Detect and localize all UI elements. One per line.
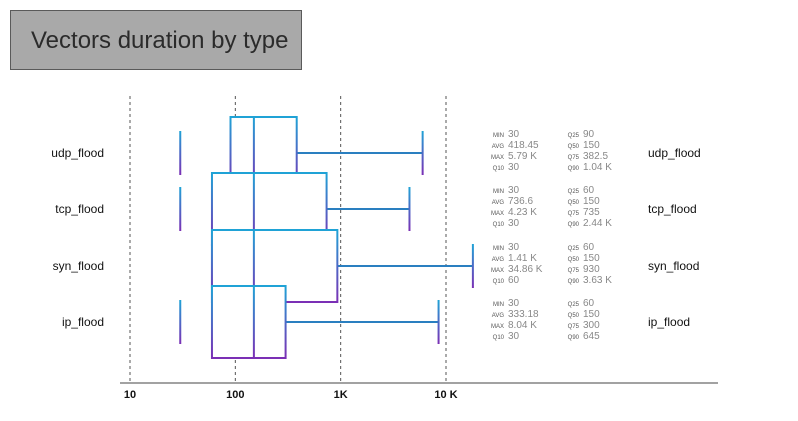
stat-key-q75: Q75 bbox=[568, 155, 580, 161]
stat-value-q25: 90 bbox=[583, 129, 595, 140]
stat-key-min: MIN bbox=[493, 246, 504, 252]
stat-value-avg: 333.18 bbox=[508, 309, 539, 320]
cap-high bbox=[421, 131, 424, 175]
category-label-udp_flood: udp_flood bbox=[51, 146, 104, 160]
stat-value-q50: 150 bbox=[583, 309, 600, 320]
stat-value-q50: 150 bbox=[583, 140, 600, 151]
stat-key-q50: Q50 bbox=[568, 200, 580, 206]
cap-high bbox=[437, 300, 440, 344]
stat-value-q90: 3.63 K bbox=[583, 275, 612, 286]
box-ip_flood bbox=[179, 285, 440, 359]
stat-value-q10: 30 bbox=[508, 218, 520, 229]
stat-value-avg: 418.45 bbox=[508, 140, 539, 151]
median-line bbox=[252, 230, 255, 302]
stat-value-min: 30 bbox=[508, 242, 520, 253]
stat-key-max: MAX bbox=[491, 155, 504, 161]
category-label-right-ip_flood: ip_flood bbox=[648, 315, 690, 329]
stat-key-max: MAX bbox=[491, 268, 504, 274]
chart-title-box: Vectors duration by type bbox=[10, 10, 302, 70]
stat-key-q75: Q75 bbox=[568, 324, 580, 330]
x-tick-label-100: 100 bbox=[226, 389, 244, 401]
stat-value-q90: 1.04 K bbox=[583, 162, 612, 173]
stat-key-q25: Q25 bbox=[568, 246, 580, 252]
stat-key-avg: AVG bbox=[492, 257, 505, 263]
category-label-right-udp_flood: udp_flood bbox=[648, 146, 701, 160]
stat-key-q90: Q90 bbox=[568, 222, 580, 228]
x-tick-label-10: 10 bbox=[124, 389, 136, 401]
stat-key-avg: AVG bbox=[492, 313, 505, 319]
category-label-tcp_flood: tcp_flood bbox=[55, 202, 104, 216]
stat-value-q25: 60 bbox=[583, 185, 595, 196]
stat-value-q75: 735 bbox=[583, 207, 600, 218]
stat-key-avg: AVG bbox=[492, 200, 505, 206]
stat-value-avg: 1.41 K bbox=[508, 253, 537, 264]
stat-value-q90: 645 bbox=[583, 331, 600, 342]
stat-key-q50: Q50 bbox=[568, 257, 580, 263]
stat-value-max: 5.79 K bbox=[508, 151, 537, 162]
stat-key-q90: Q90 bbox=[568, 279, 580, 285]
stat-value-max: 8.04 K bbox=[508, 320, 537, 331]
stat-value-avg: 736.6 bbox=[508, 196, 533, 207]
category-label-right-syn_flood: syn_flood bbox=[648, 259, 699, 273]
stat-key-q10: Q10 bbox=[493, 335, 505, 341]
stat-key-q50: Q50 bbox=[568, 144, 580, 150]
stat-key-q10: Q10 bbox=[493, 166, 505, 172]
stat-value-q10: 60 bbox=[508, 275, 520, 286]
stat-key-min: MIN bbox=[493, 189, 504, 195]
stat-value-min: 30 bbox=[508, 185, 520, 196]
chart-title: Vectors duration by type bbox=[31, 27, 289, 54]
x-tick-label-1k: 1K bbox=[334, 389, 348, 401]
stat-key-q75: Q75 bbox=[568, 268, 580, 274]
stat-key-max: MAX bbox=[491, 211, 504, 217]
stat-value-q10: 30 bbox=[508, 162, 520, 173]
stat-value-min: 30 bbox=[508, 129, 520, 140]
stat-value-q90: 2.44 K bbox=[583, 218, 612, 229]
x-tick-label-10k: 10 K bbox=[434, 389, 457, 401]
stat-value-q25: 60 bbox=[583, 298, 595, 309]
stat-key-q25: Q25 bbox=[568, 302, 580, 308]
iqr-box bbox=[210, 285, 287, 359]
cap-high bbox=[408, 187, 411, 231]
stat-value-q50: 150 bbox=[583, 253, 600, 264]
category-label-right-tcp_flood: tcp_flood bbox=[648, 202, 697, 216]
stat-value-q50: 150 bbox=[583, 196, 600, 207]
cap-low bbox=[179, 300, 182, 344]
category-label-syn_flood: syn_flood bbox=[53, 259, 104, 273]
cap-low bbox=[179, 131, 182, 175]
stat-value-q10: 30 bbox=[508, 331, 520, 342]
stat-value-q75: 300 bbox=[583, 320, 600, 331]
stat-value-q25: 60 bbox=[583, 242, 595, 253]
stat-key-q50: Q50 bbox=[568, 313, 580, 319]
median-line bbox=[252, 173, 255, 245]
category-label-ip_flood: ip_flood bbox=[62, 315, 104, 329]
stat-value-q75: 382.5 bbox=[583, 151, 608, 162]
stat-key-q10: Q10 bbox=[493, 222, 505, 228]
cap-low bbox=[179, 187, 182, 231]
stat-key-q75: Q75 bbox=[568, 211, 580, 217]
stat-key-avg: AVG bbox=[492, 144, 505, 150]
stat-value-min: 30 bbox=[508, 298, 520, 309]
stat-key-q25: Q25 bbox=[568, 133, 580, 139]
stat-key-q10: Q10 bbox=[493, 279, 505, 285]
stat-value-max: 4.23 K bbox=[508, 207, 537, 218]
median-line bbox=[252, 286, 255, 358]
stat-key-min: MIN bbox=[493, 302, 504, 308]
stat-key-q25: Q25 bbox=[568, 189, 580, 195]
stat-key-q90: Q90 bbox=[568, 166, 580, 172]
stat-value-q75: 930 bbox=[583, 264, 600, 275]
cap-high bbox=[471, 244, 474, 288]
stat-key-min: MIN bbox=[493, 133, 504, 139]
median-line bbox=[252, 117, 255, 189]
stat-key-max: MAX bbox=[491, 324, 504, 330]
stat-value-max: 34.86 K bbox=[508, 264, 543, 275]
stat-key-q90: Q90 bbox=[568, 335, 580, 341]
